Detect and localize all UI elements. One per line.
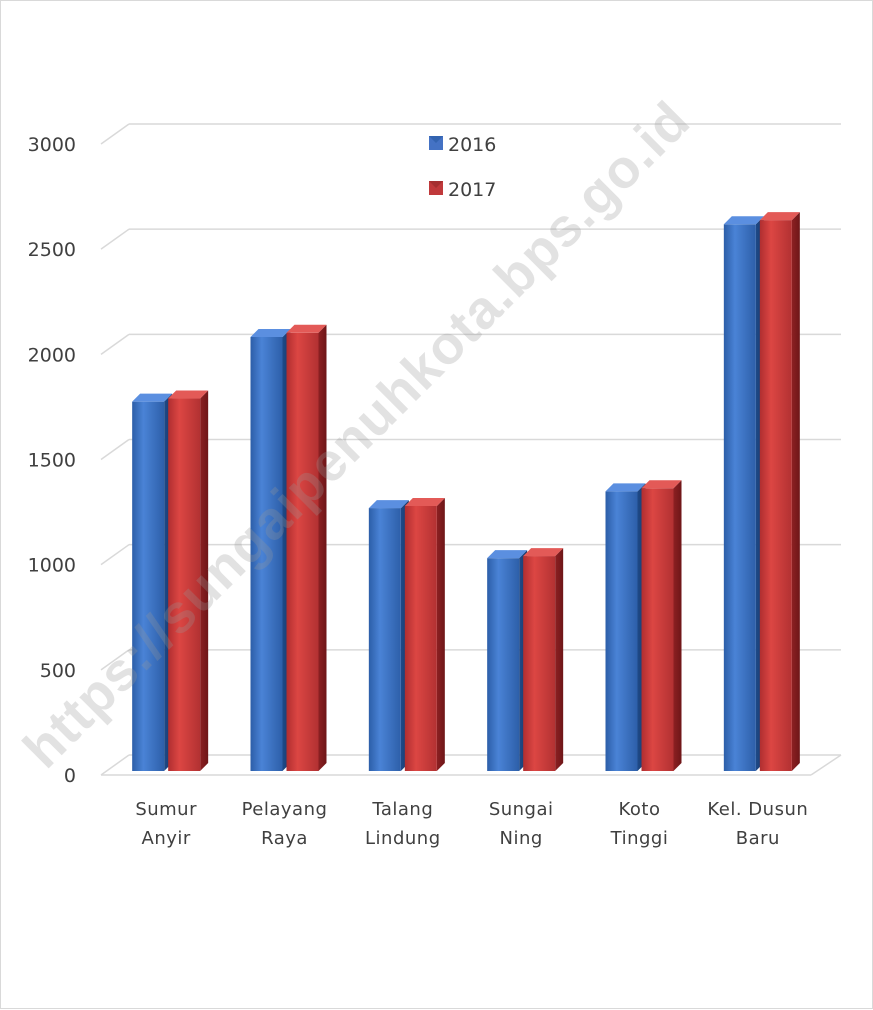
bar-front bbox=[250, 336, 283, 771]
bar-top bbox=[168, 390, 209, 399]
bar-2016 bbox=[605, 483, 646, 771]
x-tick-label: Talang Lindung bbox=[365, 799, 441, 849]
bar-front bbox=[168, 398, 201, 771]
y-tick-label: 2500 bbox=[28, 239, 76, 261]
bar-2017 bbox=[404, 497, 445, 771]
bar-2017 bbox=[759, 212, 800, 771]
gridline-diagonal bbox=[100, 649, 130, 671]
bar-2016 bbox=[487, 550, 528, 771]
floor-edge-side bbox=[810, 754, 842, 776]
bar-top bbox=[605, 483, 646, 492]
x-tick-label: Kel. Dusun Baru bbox=[707, 799, 808, 849]
bar-top bbox=[487, 550, 528, 559]
gridlines bbox=[100, 123, 842, 776]
watermark-text: https://sungaipenuhkota.bps.go.id bbox=[12, 90, 701, 779]
bar-top bbox=[286, 324, 327, 333]
y-tick-label: 0 bbox=[64, 765, 76, 787]
x-tick-label: Sungai Ning bbox=[489, 799, 554, 849]
x-tick-label: Pelayang Raya bbox=[242, 799, 328, 849]
legend-key-2017: 2017 bbox=[429, 179, 496, 201]
bar-front bbox=[605, 491, 638, 771]
bar-side bbox=[200, 390, 209, 771]
y-tick-label: 1500 bbox=[28, 450, 76, 472]
x-tick-label: Koto Tinggi bbox=[610, 799, 669, 849]
bar-2017 bbox=[641, 480, 682, 771]
bar-top bbox=[250, 328, 291, 337]
y-tick-label: 2000 bbox=[28, 344, 76, 366]
bar-front bbox=[523, 556, 556, 771]
legend-label: 2016 bbox=[448, 134, 496, 156]
bar-side bbox=[791, 212, 800, 771]
bar-front bbox=[723, 224, 756, 771]
bar-side bbox=[436, 497, 445, 771]
bar-top bbox=[368, 500, 409, 509]
bar-top bbox=[404, 497, 445, 506]
bar-2017 bbox=[168, 390, 209, 771]
bar-2016 bbox=[368, 500, 409, 771]
legend: 2016 2017 bbox=[429, 134, 496, 201]
bar-2017 bbox=[286, 324, 327, 771]
bar-top bbox=[759, 212, 800, 221]
bar-top bbox=[723, 216, 764, 225]
bar-top bbox=[132, 393, 173, 402]
legend-key-2016: 2016 bbox=[429, 134, 496, 156]
gridline-diagonal bbox=[100, 228, 130, 250]
legend-label: 2017 bbox=[448, 179, 496, 201]
x-tick-label: Sumur Anyir bbox=[135, 799, 197, 849]
bar-side bbox=[673, 480, 682, 771]
bar-front bbox=[404, 505, 437, 771]
gridline-diagonal bbox=[100, 438, 130, 461]
gridline-diagonal bbox=[100, 754, 130, 776]
y-tick-label: 3000 bbox=[28, 134, 76, 156]
bar-side bbox=[555, 548, 564, 771]
bar-front bbox=[132, 401, 165, 771]
y-tick-label: 1000 bbox=[28, 555, 76, 577]
x-axis: Sumur Anyir Pelayang Raya Talang Lindung Sunga… bbox=[135, 799, 808, 849]
bar-top bbox=[641, 480, 682, 489]
bar-front bbox=[368, 508, 401, 771]
legend-swatch-shade bbox=[429, 136, 443, 143]
bar-2016 bbox=[723, 216, 764, 771]
y-axis: 0 500 1000 1500 2000 2500 3000 bbox=[28, 134, 76, 787]
bar-front bbox=[487, 558, 520, 771]
gridline-diagonal bbox=[100, 123, 130, 145]
bar-side bbox=[318, 324, 327, 771]
bar-top bbox=[523, 548, 564, 557]
y-tick-label: 500 bbox=[40, 660, 76, 682]
legend-swatch-shade bbox=[429, 181, 443, 188]
bar-front bbox=[759, 220, 792, 771]
gridline-diagonal bbox=[100, 544, 130, 566]
bar-2017 bbox=[523, 548, 564, 771]
bar-front bbox=[641, 488, 674, 771]
bar-front bbox=[286, 332, 319, 771]
bars bbox=[132, 212, 800, 771]
gridline-diagonal bbox=[100, 333, 130, 355]
